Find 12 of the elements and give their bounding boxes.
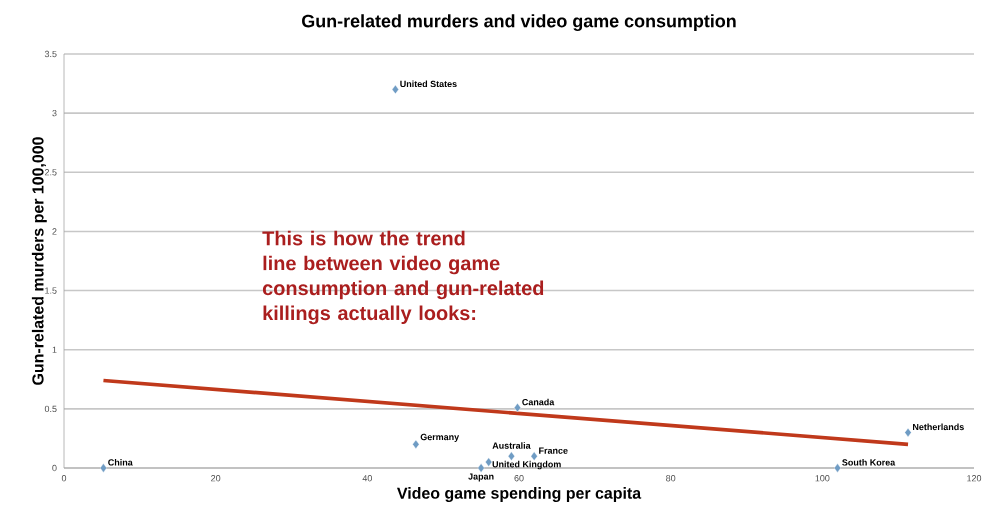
point	[391, 84, 399, 95]
point	[507, 451, 515, 461]
chart-title: Gun-related murders and video game consumption	[302, 14, 736, 32]
point	[904, 427, 912, 438]
point	[530, 451, 538, 461]
point	[477, 463, 485, 473]
point	[412, 439, 420, 449]
point	[834, 463, 841, 473]
annotation: This is how the trend line between video game consumption and gun-related killings actually looks:	[262, 230, 544, 325]
point	[485, 457, 493, 467]
point	[514, 403, 521, 413]
point	[99, 463, 107, 473]
